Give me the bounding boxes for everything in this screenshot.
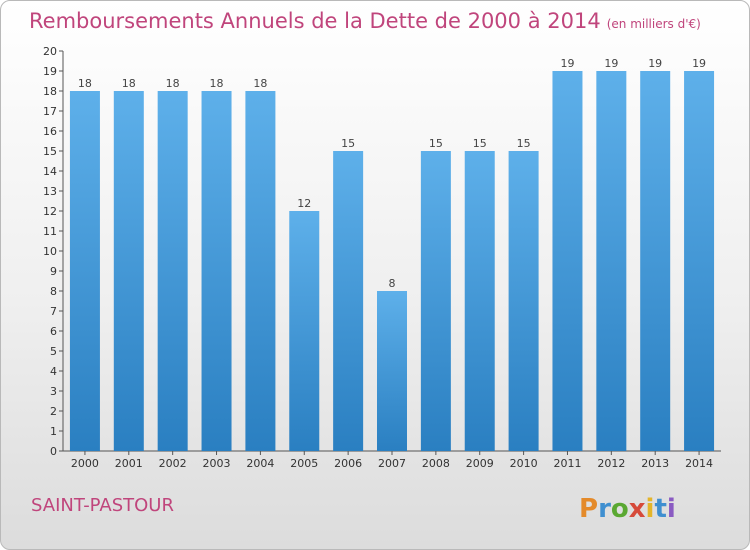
bar-2010 xyxy=(508,151,539,451)
bar-2011 xyxy=(552,71,583,451)
y-tick-label: 8 xyxy=(50,285,57,298)
bar-2000 xyxy=(69,91,100,451)
bar-value-label: 18 xyxy=(166,77,180,90)
commune-name: SAINT-PASTOUR xyxy=(31,495,174,516)
x-tick-label: 2009 xyxy=(466,457,494,470)
bar-value-label: 15 xyxy=(517,137,531,150)
bar-value-label: 18 xyxy=(210,77,224,90)
x-tick-label: 2014 xyxy=(685,457,713,470)
chart-title: Remboursements Annuels de la Dette de 20… xyxy=(29,9,701,33)
y-tick-label: 12 xyxy=(43,205,57,218)
x-tick-label: 2008 xyxy=(422,457,450,470)
y-tick-label: 0 xyxy=(50,445,57,458)
y-tick-label: 3 xyxy=(50,385,57,398)
proxiti-logo: Proxiti xyxy=(579,494,676,524)
bar-value-label: 19 xyxy=(604,57,618,70)
bar-value-label: 18 xyxy=(78,77,92,90)
y-tick-label: 19 xyxy=(43,65,57,78)
y-tick-label: 13 xyxy=(43,185,57,198)
y-tick-label: 2 xyxy=(50,405,57,418)
chart-bars: 18 18 18 18 18 12 15 8 15 15 15 19 19 19 19 xyxy=(69,57,715,451)
bar-value-label: 15 xyxy=(473,137,487,150)
y-tick-label: 9 xyxy=(50,265,57,278)
y-tick-label: 15 xyxy=(43,145,57,158)
bar-value-label: 15 xyxy=(429,137,443,150)
y-tick-label: 4 xyxy=(50,365,57,378)
y-tick-label: 18 xyxy=(43,85,57,98)
y-tick-label: 10 xyxy=(43,245,57,258)
y-tick-label: 16 xyxy=(43,125,57,138)
bar-2008 xyxy=(420,151,451,451)
bar-2006 xyxy=(333,151,364,451)
x-tick-label: 2006 xyxy=(334,457,362,470)
y-tick-label: 20 xyxy=(43,45,57,58)
x-tick-label: 2004 xyxy=(246,457,274,470)
bar-2003 xyxy=(201,91,232,451)
bar-2014 xyxy=(684,71,715,451)
x-tick-label: 2005 xyxy=(290,457,318,470)
svg-text:Proxiti: Proxiti xyxy=(579,494,676,524)
y-tick-label: 6 xyxy=(50,325,57,338)
bar-value-label: 18 xyxy=(253,77,267,90)
chart-title-text: Remboursements Annuels de la Dette de 20… xyxy=(29,9,601,33)
bar-2007 xyxy=(377,291,407,451)
bar-value-label: 12 xyxy=(297,197,311,210)
x-tick-label: 2007 xyxy=(378,457,406,470)
bar-value-label: 15 xyxy=(341,137,355,150)
x-tick-label: 2013 xyxy=(641,457,669,470)
y-tick-label: 5 xyxy=(50,345,57,358)
bar-2009 xyxy=(464,151,495,451)
y-tick-label: 14 xyxy=(43,165,57,178)
bar-value-label: 19 xyxy=(692,57,706,70)
chart-subtitle: (en milliers d'€) xyxy=(606,17,701,31)
x-tick-label: 2001 xyxy=(115,457,143,470)
x-tick-label: 2011 xyxy=(553,457,581,470)
y-tick-label: 1 xyxy=(50,425,57,438)
bar-value-label: 8 xyxy=(389,277,396,290)
bar-2001 xyxy=(113,91,144,451)
x-tick-label: 2000 xyxy=(71,457,99,470)
bar-2002 xyxy=(157,91,188,451)
bar-value-label: 19 xyxy=(648,57,662,70)
x-tick-label: 2003 xyxy=(203,457,231,470)
x-tick-label: 2012 xyxy=(597,457,625,470)
x-tick-label: 2010 xyxy=(510,457,538,470)
bar-value-label: 18 xyxy=(122,77,136,90)
y-tick-label: 17 xyxy=(43,105,57,118)
bar-2004 xyxy=(245,91,276,451)
bar-2005 xyxy=(289,211,320,451)
bar-2012 xyxy=(596,71,627,451)
bar-2013 xyxy=(640,71,671,451)
y-tick-label: 7 xyxy=(50,305,57,318)
y-tick-label: 11 xyxy=(43,225,57,238)
bar-value-label: 19 xyxy=(560,57,574,70)
x-tick-label: 2002 xyxy=(159,457,187,470)
